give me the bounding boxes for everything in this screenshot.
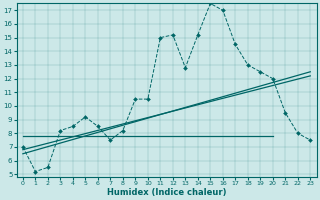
X-axis label: Humidex (Indice chaleur): Humidex (Indice chaleur)	[107, 188, 226, 197]
